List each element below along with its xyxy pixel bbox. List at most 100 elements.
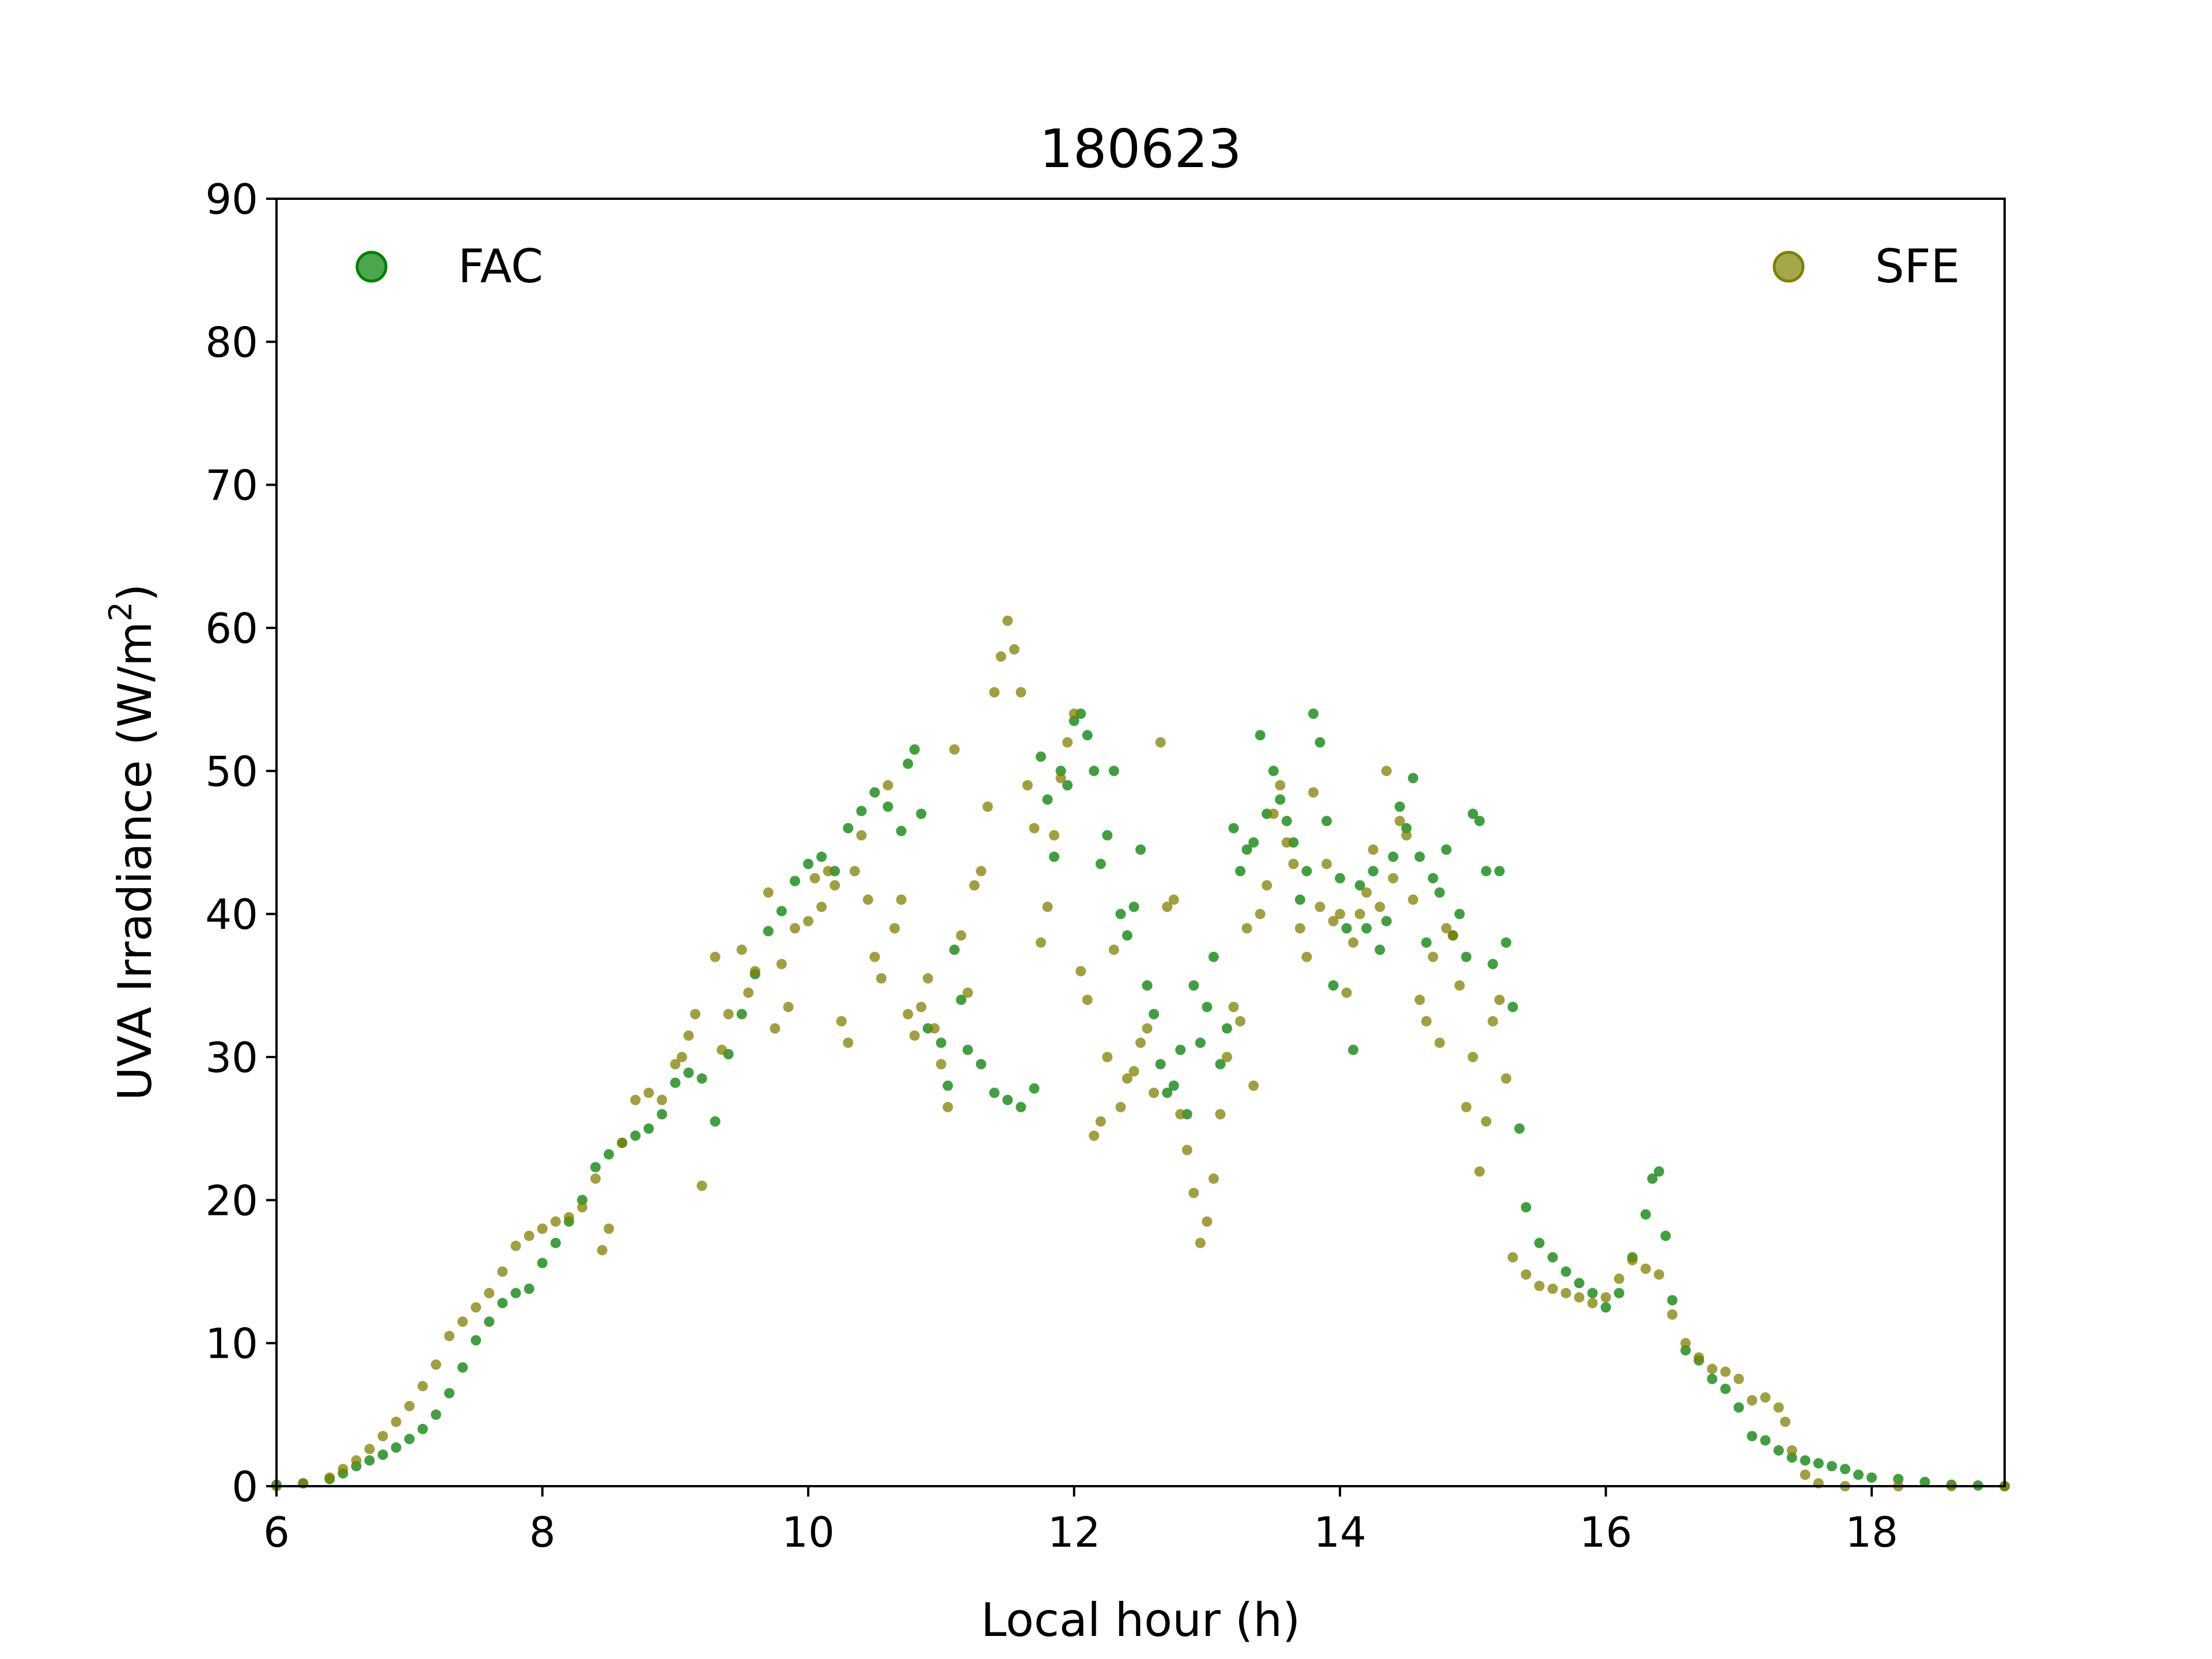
- data-point-fac: [497, 1298, 508, 1309]
- data-point-sfe: [590, 1173, 601, 1184]
- data-point-sfe: [1202, 1216, 1213, 1227]
- data-point-fac: [404, 1434, 415, 1445]
- data-point-sfe: [1042, 902, 1053, 912]
- legend-sfe-marker: [1772, 251, 1805, 283]
- legend-fac: FAC: [355, 240, 543, 293]
- data-point-sfe: [1135, 1037, 1146, 1048]
- data-point-sfe: [1162, 902, 1173, 912]
- data-point-sfe: [1747, 1395, 1758, 1406]
- data-point-sfe: [976, 866, 987, 877]
- data-point-fac: [1281, 816, 1292, 827]
- data-point-sfe: [1335, 908, 1346, 919]
- data-point-sfe: [889, 923, 900, 934]
- data-point-fac: [903, 758, 914, 769]
- data-point-sfe: [417, 1381, 428, 1392]
- data-point-sfe: [963, 987, 973, 998]
- x-tick-label: 12: [1048, 1508, 1101, 1556]
- data-point-fac: [1654, 1166, 1664, 1177]
- data-point-fac: [1029, 1083, 1040, 1094]
- data-point-sfe: [524, 1230, 535, 1241]
- y-tick-label: 50: [205, 747, 258, 796]
- data-point-sfe: [537, 1224, 548, 1234]
- data-point-sfe: [324, 1472, 335, 1483]
- data-point-sfe: [1035, 937, 1046, 948]
- data-point-fac: [763, 926, 774, 937]
- data-point-sfe: [1281, 837, 1292, 848]
- data-point-sfe: [1560, 1287, 1571, 1298]
- data-point-fac: [1222, 1023, 1232, 1034]
- data-point-fac: [1919, 1476, 1930, 1487]
- data-point-sfe: [643, 1088, 654, 1099]
- legend-fac-marker: [355, 251, 388, 283]
- data-point-sfe: [849, 866, 860, 877]
- data-point-sfe: [1275, 780, 1286, 791]
- data-point-sfe: [1348, 937, 1359, 948]
- data-point-fac: [1089, 766, 1100, 777]
- data-point-sfe: [1707, 1363, 1718, 1374]
- y-tick-label: 70: [205, 461, 258, 510]
- x-tick-label: 18: [1845, 1508, 1898, 1556]
- data-point-sfe: [869, 952, 880, 963]
- y-tick-label: 0: [232, 1463, 258, 1511]
- data-point-fac: [1481, 866, 1491, 877]
- data-point-fac: [1395, 801, 1405, 812]
- data-point-sfe: [603, 1224, 614, 1234]
- data-point-fac: [1374, 944, 1385, 955]
- data-point-fac: [577, 1195, 588, 1206]
- data-point-fac: [391, 1442, 402, 1453]
- data-point-fac: [590, 1162, 601, 1173]
- data-point-fac: [1381, 916, 1392, 927]
- y-axis-label: UVA Irradiance (W/m2): [103, 584, 162, 1100]
- data-point-sfe: [1288, 858, 1299, 869]
- y-axis-ticks: 0 10 20 30 40 50 60 70 80 90: [205, 175, 276, 1511]
- y-axis-label-superscript: 2: [103, 601, 139, 621]
- data-point-fac: [444, 1388, 454, 1399]
- data-point-fac: [1853, 1469, 1864, 1480]
- data-point-sfe: [1055, 772, 1066, 783]
- data-point-fac: [736, 1009, 747, 1020]
- data-point-fac: [484, 1316, 495, 1327]
- data-point-sfe: [670, 1059, 681, 1070]
- data-point-sfe: [1341, 987, 1352, 998]
- data-point-fac: [1760, 1435, 1771, 1446]
- data-point-fac: [457, 1362, 468, 1373]
- data-point-sfe: [1262, 880, 1272, 891]
- data-point-fac: [1421, 937, 1432, 948]
- data-point-fac: [1122, 930, 1132, 941]
- data-point-fac: [869, 787, 880, 798]
- data-point-sfe: [1667, 1309, 1678, 1320]
- data-point-sfe: [1181, 1145, 1192, 1156]
- data-point-fac: [1095, 858, 1106, 869]
- y-tick-label: 30: [205, 1033, 258, 1082]
- data-point-sfe: [1680, 1338, 1691, 1349]
- data-point-sfe: [1508, 1252, 1518, 1263]
- data-point-sfe: [1195, 1237, 1206, 1248]
- x-tick-label: 16: [1580, 1508, 1633, 1556]
- data-point-sfe: [1122, 1073, 1132, 1084]
- data-point-sfe: [876, 973, 887, 984]
- data-point-fac: [1454, 908, 1465, 919]
- plot-frame: [275, 198, 2006, 1487]
- data-point-sfe: [1427, 952, 1438, 963]
- data-point-fac: [1328, 980, 1339, 991]
- data-point-sfe: [1448, 930, 1459, 941]
- data-point-fac: [1720, 1384, 1731, 1395]
- data-point-sfe: [1474, 1166, 1485, 1177]
- data-point-sfe: [882, 780, 893, 791]
- y-tick-label: 20: [205, 1176, 258, 1225]
- data-point-sfe: [1786, 1445, 1797, 1456]
- data-point-sfe: [1075, 966, 1086, 976]
- data-point-sfe: [404, 1400, 415, 1411]
- data-point-sfe: [1108, 944, 1119, 955]
- data-point-sfe: [1142, 1023, 1153, 1034]
- data-point-fac: [1142, 980, 1153, 991]
- data-point-fac: [909, 744, 920, 755]
- data-point-sfe: [1395, 816, 1405, 827]
- data-point-fac: [1647, 1173, 1658, 1184]
- data-point-sfe: [922, 973, 933, 984]
- data-point-sfe: [1574, 1292, 1585, 1303]
- data-point-sfe: [696, 1180, 707, 1191]
- data-point-fac: [935, 1037, 946, 1048]
- data-point-sfe: [377, 1431, 388, 1442]
